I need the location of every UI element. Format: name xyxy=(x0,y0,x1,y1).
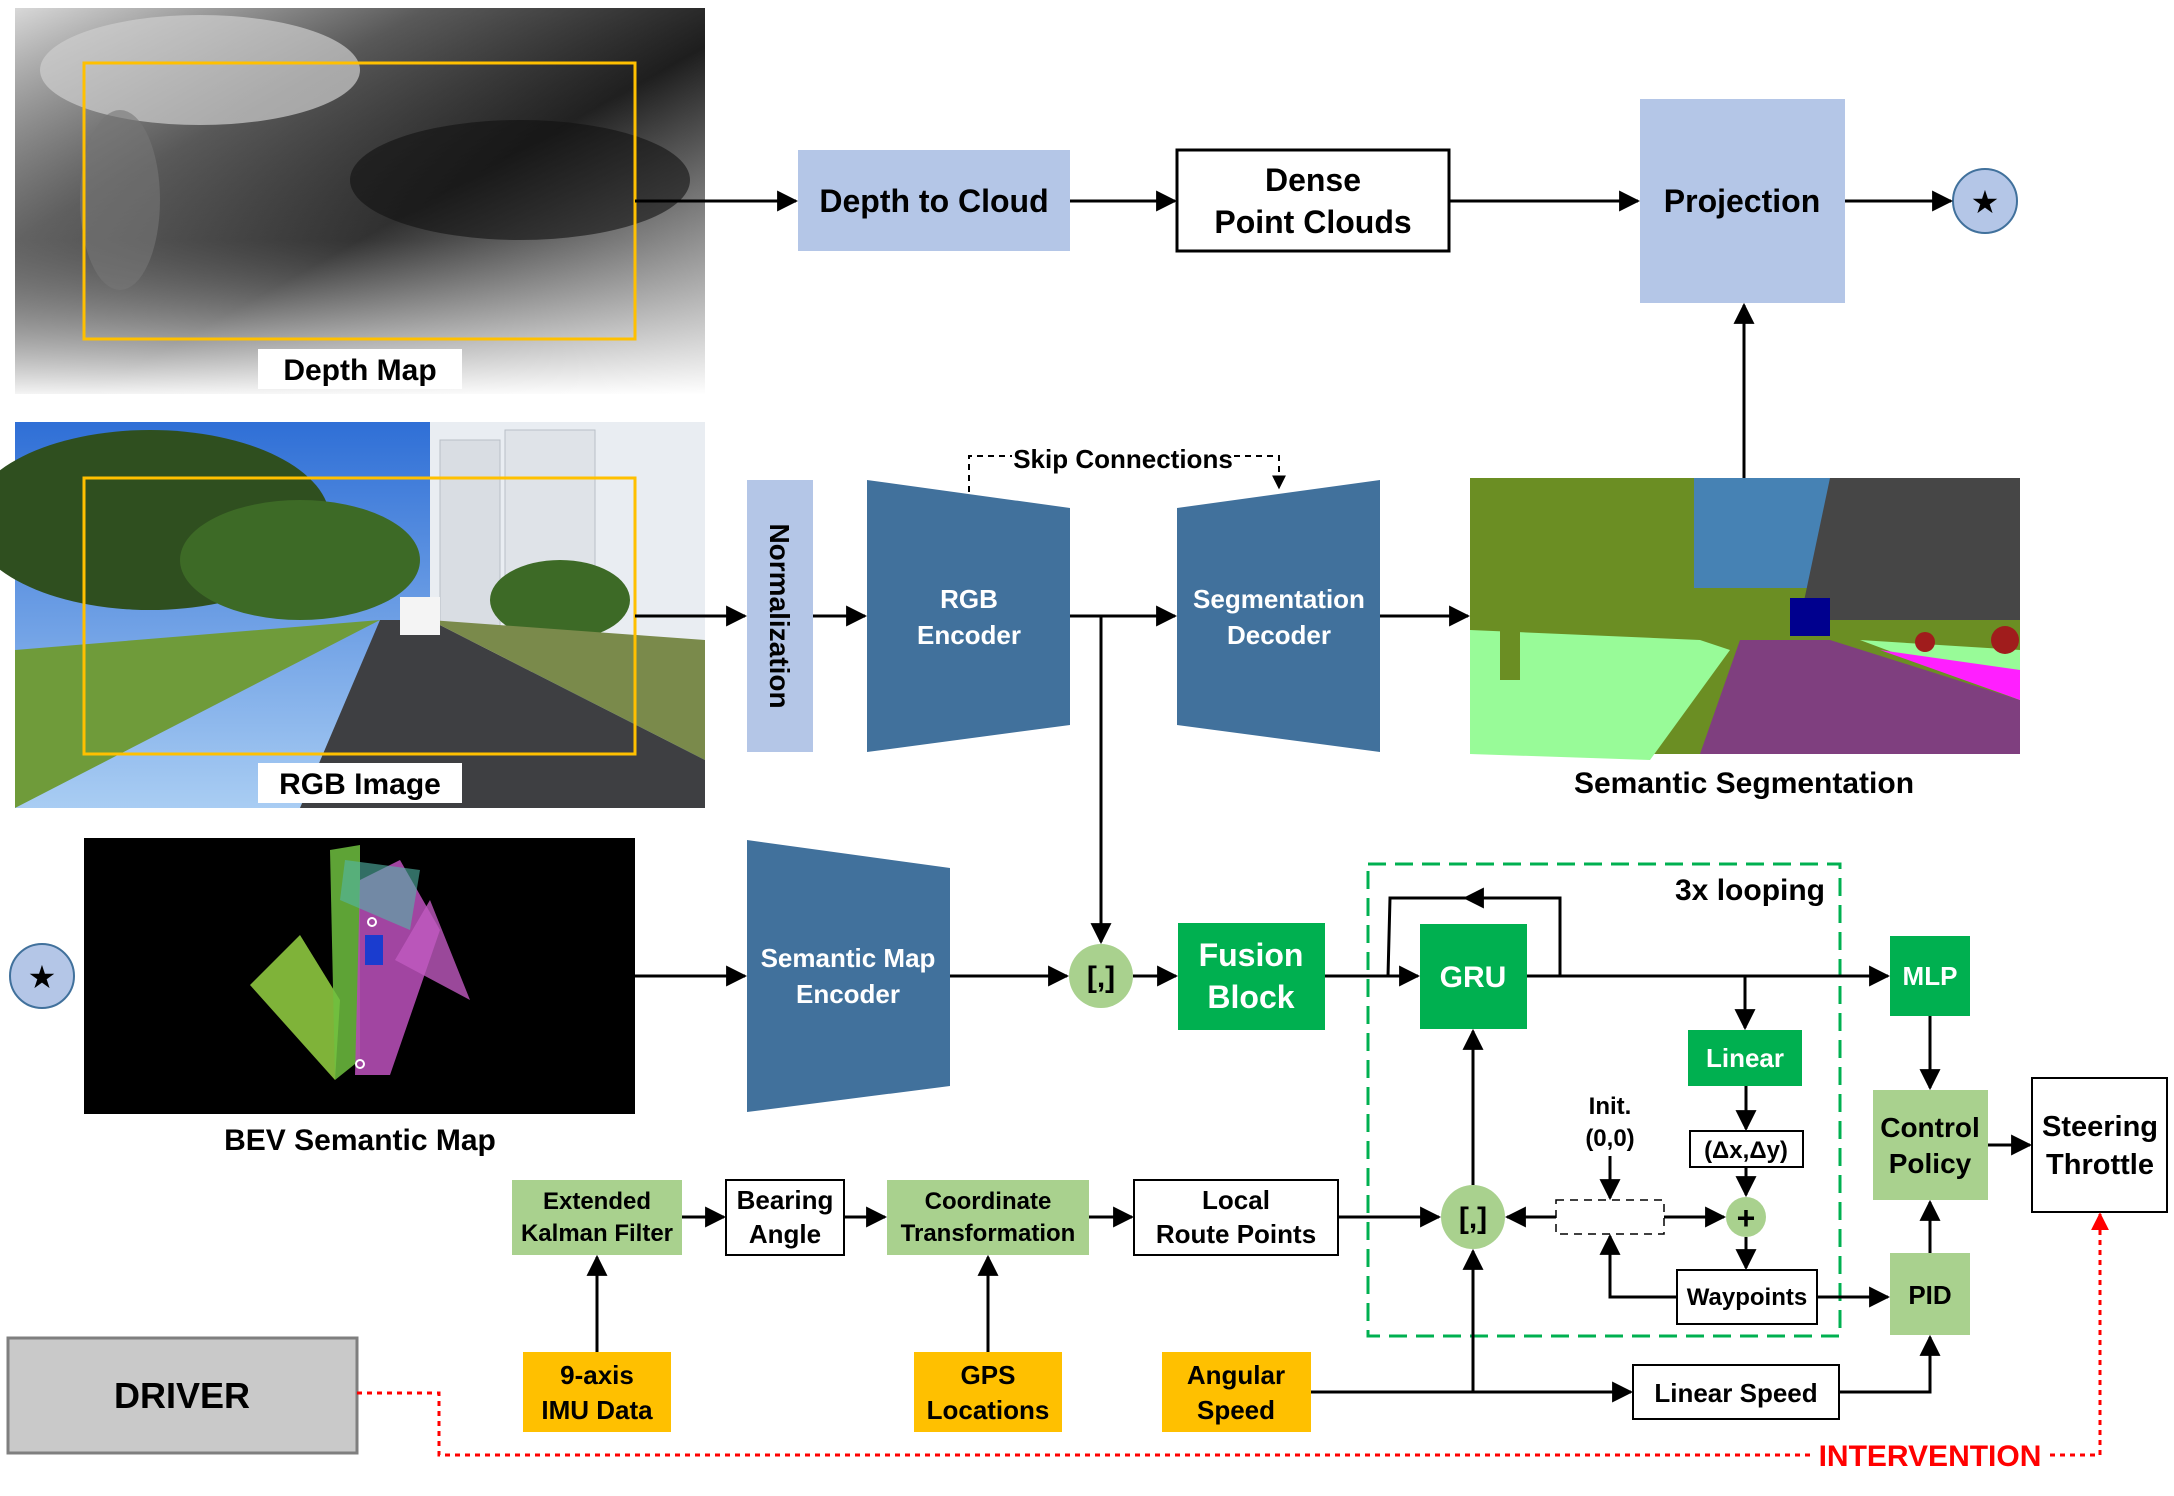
init-text-1: Init. xyxy=(1589,1093,1632,1120)
depth-map-label: Depth Map xyxy=(283,354,436,387)
semantic-map-encoder-block: Semantic Map Encoder xyxy=(747,840,950,1112)
control-policy-text-1: Control xyxy=(1880,1112,1980,1143)
concat-node-upper: [,] xyxy=(1069,944,1133,1008)
dense-point-clouds-text-2: Point Clouds xyxy=(1214,204,1411,240)
projection-block: Projection xyxy=(1640,99,1845,303)
init-box xyxy=(1555,1199,1665,1235)
semantic-segmentation-image: Semantic Segmentation xyxy=(1470,478,2020,800)
bearing-text-2: Angle xyxy=(749,1219,821,1249)
normalization-text: Normalization xyxy=(764,523,795,708)
imu-text-1: 9-axis xyxy=(560,1360,634,1390)
control-policy-block: Control Policy xyxy=(1873,1090,1988,1200)
segmentation-decoder-text-2: Decoder xyxy=(1227,620,1331,650)
steering-text: Steering xyxy=(2042,1111,2158,1143)
pid-block: PID xyxy=(1890,1253,1970,1335)
local-route-points-box: Local Route Points xyxy=(1133,1179,1339,1256)
gru-block: GRU xyxy=(1420,924,1527,1029)
linear-block: Linear xyxy=(1688,1030,1802,1086)
concat-upper-text: [,] xyxy=(1087,961,1115,994)
waypoints-box: Waypoints xyxy=(1676,1269,1818,1325)
star-input-icon: ★ xyxy=(28,959,57,995)
gps-text-1: GPS xyxy=(961,1360,1016,1390)
waypoints-text: Waypoints xyxy=(1687,1284,1807,1311)
depth-to-cloud-block: Depth to Cloud xyxy=(798,150,1070,251)
skip-connections-text: Skip Connections xyxy=(1013,444,1233,474)
local-route-text-1: Local xyxy=(1202,1185,1270,1215)
semantic-segmentation-label: Semantic Segmentation xyxy=(1574,767,1914,800)
bearing-text-1: Bearing xyxy=(737,1185,834,1215)
rgb-encoder-text-2: Encoder xyxy=(917,620,1021,650)
bev-map-label: BEV Semantic Map xyxy=(224,1124,496,1157)
skip-connections: Skip Connections xyxy=(968,444,1286,492)
plus-text: + xyxy=(1737,1200,1756,1236)
gru-text: GRU xyxy=(1440,961,1507,994)
local-route-text-2: Route Points xyxy=(1156,1219,1316,1249)
gps-text-2: Locations xyxy=(927,1395,1050,1425)
fusion-block-text-1: Fusion xyxy=(1199,937,1304,973)
init-label: Init. (0,0) xyxy=(1585,1093,1634,1152)
plus-node: + xyxy=(1726,1197,1766,1237)
rgb-encoder-block: RGB Encoder xyxy=(867,480,1070,752)
linear-speed-text: Linear Speed xyxy=(1654,1378,1817,1408)
gps-locations-block: GPS Locations xyxy=(914,1352,1062,1432)
init-text-2: (0,0) xyxy=(1585,1125,1634,1152)
linear-text: Linear xyxy=(1706,1043,1784,1073)
star-output-connector: ★ xyxy=(1952,168,2018,234)
control-policy-text-2: Policy xyxy=(1889,1148,1972,1179)
ekf-text-1: Extended xyxy=(543,1188,651,1215)
semantic-map-encoder-text-2: Encoder xyxy=(796,979,900,1009)
coordinate-transformation-block: Coordinate Transformation xyxy=(887,1180,1089,1255)
concat-node-lower: [,] xyxy=(1441,1185,1505,1249)
projection-text: Projection xyxy=(1664,183,1820,219)
star-output-icon: ★ xyxy=(1971,184,2000,220)
delta-text: (Δx,Δy) xyxy=(1704,1137,1788,1164)
fusion-block: Fusion Block xyxy=(1178,923,1325,1030)
intervention-path: INTERVENTION xyxy=(357,1212,2109,1473)
imu-data-block: 9-axis IMU Data xyxy=(523,1352,671,1432)
coord-text-1: Coordinate xyxy=(925,1188,1052,1215)
normalization-block: Normalization xyxy=(747,480,813,752)
pid-text: PID xyxy=(1908,1280,1951,1310)
angular-speed-block: Angular Speed xyxy=(1162,1352,1311,1432)
imu-text-2: IMU Data xyxy=(541,1395,653,1425)
concat-lower-text: [,] xyxy=(1459,1202,1487,1235)
angular-text-2: Speed xyxy=(1197,1395,1275,1425)
dense-point-clouds-text-1: Dense xyxy=(1265,162,1361,198)
coord-text-2: Transformation xyxy=(901,1220,1076,1247)
looping-label: 3x looping xyxy=(1675,874,1825,907)
ekf-block: Extended Kalman Filter xyxy=(512,1180,682,1255)
bev-semantic-map-image: BEV Semantic Map xyxy=(84,838,635,1157)
linear-speed-box: Linear Speed xyxy=(1632,1364,1840,1420)
mlp-text: MLP xyxy=(1903,961,1958,991)
driver-text: DRIVER xyxy=(114,1375,250,1416)
fusion-block-text-2: Block xyxy=(1207,979,1294,1015)
throttle-text: Throttle xyxy=(2046,1149,2154,1181)
looping-region: 3x looping xyxy=(1366,862,1842,1338)
dense-point-clouds-block: Dense Point Clouds xyxy=(1175,148,1451,253)
delta-box: (Δx,Δy) xyxy=(1689,1130,1804,1168)
ekf-text-2: Kalman Filter xyxy=(521,1220,673,1247)
bearing-angle-box: Bearing Angle xyxy=(725,1179,845,1256)
rgb-image-label: RGB Image xyxy=(279,768,441,801)
mlp-block: MLP xyxy=(1890,936,1970,1016)
rgb-encoder-text-1: RGB xyxy=(940,584,998,614)
connection-arrows xyxy=(586,190,2033,1403)
segmentation-decoder-block: Segmentation Decoder xyxy=(1177,480,1380,752)
steering-throttle-box: Steering Throttle xyxy=(2031,1077,2168,1213)
depth-map-image: Depth Map xyxy=(15,8,705,394)
semantic-map-encoder-text-1: Semantic Map xyxy=(761,943,936,973)
driver-block: DRIVER xyxy=(6,1336,359,1455)
star-input-connector: ★ xyxy=(9,943,75,1009)
intervention-text: INTERVENTION xyxy=(1819,1440,2042,1473)
segmentation-decoder-text-1: Segmentation xyxy=(1193,584,1365,614)
rgb-image: RGB Image xyxy=(0,422,705,808)
angular-text-1: Angular xyxy=(1187,1360,1285,1390)
depth-to-cloud-text: Depth to Cloud xyxy=(819,183,1048,219)
